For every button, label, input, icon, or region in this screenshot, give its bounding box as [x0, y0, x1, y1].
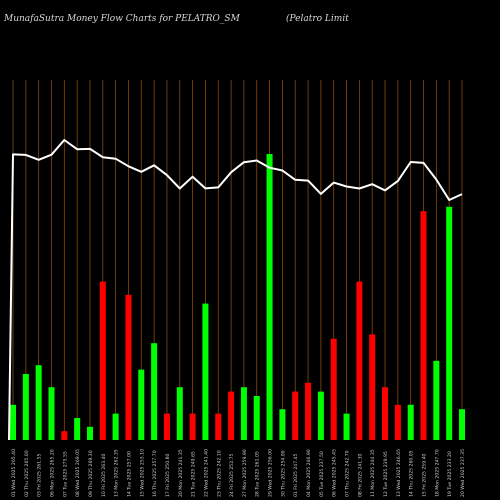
x-tick-label: 09 Thu 2025 269.30 — [88, 450, 94, 497]
price-line-group — [8, 139, 463, 441]
money-flow-bar — [446, 206, 453, 440]
money-flow-bar — [22, 374, 29, 440]
x-tick-label: 22 Wed 2025 241.40 — [203, 449, 209, 497]
x-tick-label: 16 Thu 2025 257.70 — [152, 450, 158, 497]
x-tick-label: 06 Mon 2025 265.20 — [49, 449, 55, 497]
money-flow-bar — [407, 404, 414, 440]
x-tick-label: 08 Fri 2025 241.30 — [357, 453, 363, 497]
money-flow-bar — [10, 404, 16, 440]
x-tick-label: 07 Thu 2025 242.70 — [345, 450, 351, 497]
money-flow-bar — [433, 360, 440, 440]
money-flow-bar — [330, 338, 337, 440]
x-tick-label: 03 Fri 2025 261.55 — [37, 453, 43, 497]
x-tick-label: 01 Wed 2025 265.40 — [11, 449, 17, 497]
money-flow-bar — [343, 413, 350, 440]
money-flow-bar — [394, 404, 401, 440]
money-flow-bar — [253, 396, 260, 440]
x-tick-label: 10 Fri 2025 263.40 — [101, 453, 107, 497]
x-tick-label: 18 Mon 2025 247.70 — [434, 449, 440, 497]
bars — [10, 154, 465, 440]
x-tick-label: 23 Thu 2025 242.10 — [216, 450, 222, 497]
money-flow-bar — [279, 409, 286, 440]
money-flow-bar — [369, 334, 376, 440]
money-flow-bar — [138, 369, 145, 440]
money-flow-bar — [228, 391, 235, 440]
money-flow-bar — [189, 413, 196, 440]
x-tick-label: 04 Mon 2025 246.90 — [306, 449, 312, 497]
x-tick-label: 20 Wed 2025 237.35 — [460, 449, 466, 497]
money-flow-bar — [176, 387, 183, 440]
grid-lines — [12, 80, 463, 440]
money-flow-bar — [356, 281, 363, 440]
x-tick-label: 05 Tue 2025 237.50 — [319, 451, 325, 497]
money-flow-bar — [292, 391, 299, 440]
x-tick-label: 14 Thu 2025 260.05 — [409, 450, 415, 497]
money-flow-bar — [48, 387, 55, 440]
x-tick-label: 24 Fri 2025 252.75 — [229, 453, 235, 497]
x-tick-label: 14 Tue 2025 257.00 — [126, 451, 132, 497]
x-tick-label: 12 Tue 2025 239.95 — [383, 451, 389, 497]
x-tick-label: 06 Wed 2025 245.45 — [332, 449, 338, 497]
x-tick-label: 17 Fri 2025 250.80 — [165, 453, 171, 497]
money-flow-bar — [112, 413, 119, 440]
chart-subtitle: (Pelatro Limit — [286, 14, 349, 24]
x-tick-label: 27 Mon 2025 259.90 — [242, 449, 248, 497]
x-tick-label: 19 Tue 2025 233.20 — [447, 451, 453, 497]
x-tick-label: 20 Mon 2025 241.35 — [178, 449, 184, 497]
x-tick-label: 15 Wed 2025 253.10 — [139, 449, 145, 497]
money-flow-bar — [420, 211, 427, 440]
money-flow-bar — [382, 387, 389, 440]
money-flow-bar — [99, 281, 106, 440]
money-flow-bar — [215, 413, 222, 440]
x-tick-label: 21 Tue 2025 249.65 — [191, 451, 197, 497]
x-tick-labels: 01 Wed 2025 265.40 02 Thu 2025 265.00 03 F… — [11, 449, 466, 497]
money-flow-bar — [202, 303, 209, 440]
x-tick-label: 28 Tue 2025 261.05 — [255, 451, 261, 497]
x-tick-label: 15 Fri 2025 259.40 — [422, 453, 428, 497]
x-tick-label: 29 Wed 2025 256.00 — [268, 449, 274, 497]
chart-title: MunafaSutra Money Flow Charts for PELATR… — [4, 14, 240, 24]
money-flow-bar — [61, 431, 68, 440]
x-tick-label: 01 Fri 2025 247.45 — [293, 453, 299, 497]
x-tick-label: 11 Mon 2025 244.35 — [370, 449, 376, 497]
money-flow-bar — [35, 365, 42, 440]
money-flow-bar — [74, 418, 81, 440]
money-flow-bar — [240, 387, 247, 440]
money-flow-bar — [266, 154, 273, 440]
money-flow-bar — [125, 294, 132, 440]
x-tick-label: 02 Thu 2025 265.00 — [24, 450, 30, 497]
x-tick-label: 13 Mon 2025 262.35 — [114, 449, 120, 497]
money-flow-bar — [151, 343, 158, 440]
x-tick-label: 30 Thu 2025 254.00 — [280, 450, 286, 497]
money-flow-bar — [317, 391, 324, 440]
x-tick-label: 07 Tue 2025 275.55 — [62, 451, 68, 497]
money-flow-bar — [86, 426, 93, 440]
money-flow-bar — [163, 413, 170, 440]
price-line — [8, 139, 463, 441]
x-tick-label: 08 Wed 2025 269.05 — [75, 449, 81, 497]
money-flow-bar — [459, 409, 465, 440]
x-tick-label: 13 Wed 2025 246.65 — [396, 449, 402, 497]
money-flow-bar — [305, 382, 312, 440]
